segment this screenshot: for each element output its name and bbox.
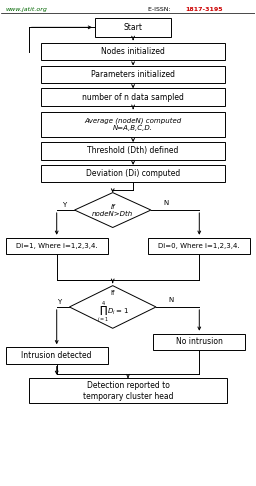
FancyBboxPatch shape <box>153 333 245 350</box>
Text: No intrusion: No intrusion <box>176 337 223 347</box>
Text: Threshold (Dth) defined: Threshold (Dth) defined <box>87 146 179 156</box>
Text: Di=0, Where i=1,2,3,4.: Di=0, Where i=1,2,3,4. <box>158 243 240 249</box>
Text: www.jatit.org: www.jatit.org <box>6 6 48 12</box>
FancyBboxPatch shape <box>41 43 225 60</box>
Text: N: N <box>169 296 174 303</box>
Polygon shape <box>69 286 156 328</box>
Text: number of n data sampled: number of n data sampled <box>82 93 184 102</box>
Text: Intrusion detected: Intrusion detected <box>22 351 92 360</box>
FancyBboxPatch shape <box>148 238 250 254</box>
FancyBboxPatch shape <box>29 378 227 403</box>
FancyBboxPatch shape <box>41 142 225 159</box>
FancyBboxPatch shape <box>6 238 108 254</box>
FancyBboxPatch shape <box>95 18 171 36</box>
FancyBboxPatch shape <box>41 66 225 83</box>
Text: Nodes initialized: Nodes initialized <box>101 47 165 56</box>
Text: Detection reported to
temporary cluster head: Detection reported to temporary cluster … <box>83 381 173 400</box>
Text: N: N <box>164 200 169 206</box>
FancyBboxPatch shape <box>41 112 225 137</box>
Text: Di=1, Where i=1,2,3,4.: Di=1, Where i=1,2,3,4. <box>16 243 98 249</box>
FancyBboxPatch shape <box>6 347 108 364</box>
Text: Deviation (Di) computed: Deviation (Di) computed <box>86 169 180 178</box>
Text: Parameters initialized: Parameters initialized <box>91 70 175 79</box>
Text: Y: Y <box>57 299 61 305</box>
Text: If
nodeN>Dth: If nodeN>Dth <box>92 204 133 217</box>
FancyBboxPatch shape <box>41 165 225 182</box>
Text: Start: Start <box>124 23 143 32</box>
Text: 1817-3195: 1817-3195 <box>185 6 223 12</box>
Text: E-ISSN:: E-ISSN: <box>148 6 173 12</box>
FancyBboxPatch shape <box>41 88 225 106</box>
Text: If
$\prod_{i=1}^{4} D_i = 1$: If $\prod_{i=1}^{4} D_i = 1$ <box>97 290 129 324</box>
Text: Y: Y <box>62 202 67 208</box>
Text: Average (nodeN) computed
N=A,B,C,D.: Average (nodeN) computed N=A,B,C,D. <box>84 118 182 131</box>
Polygon shape <box>74 192 151 227</box>
